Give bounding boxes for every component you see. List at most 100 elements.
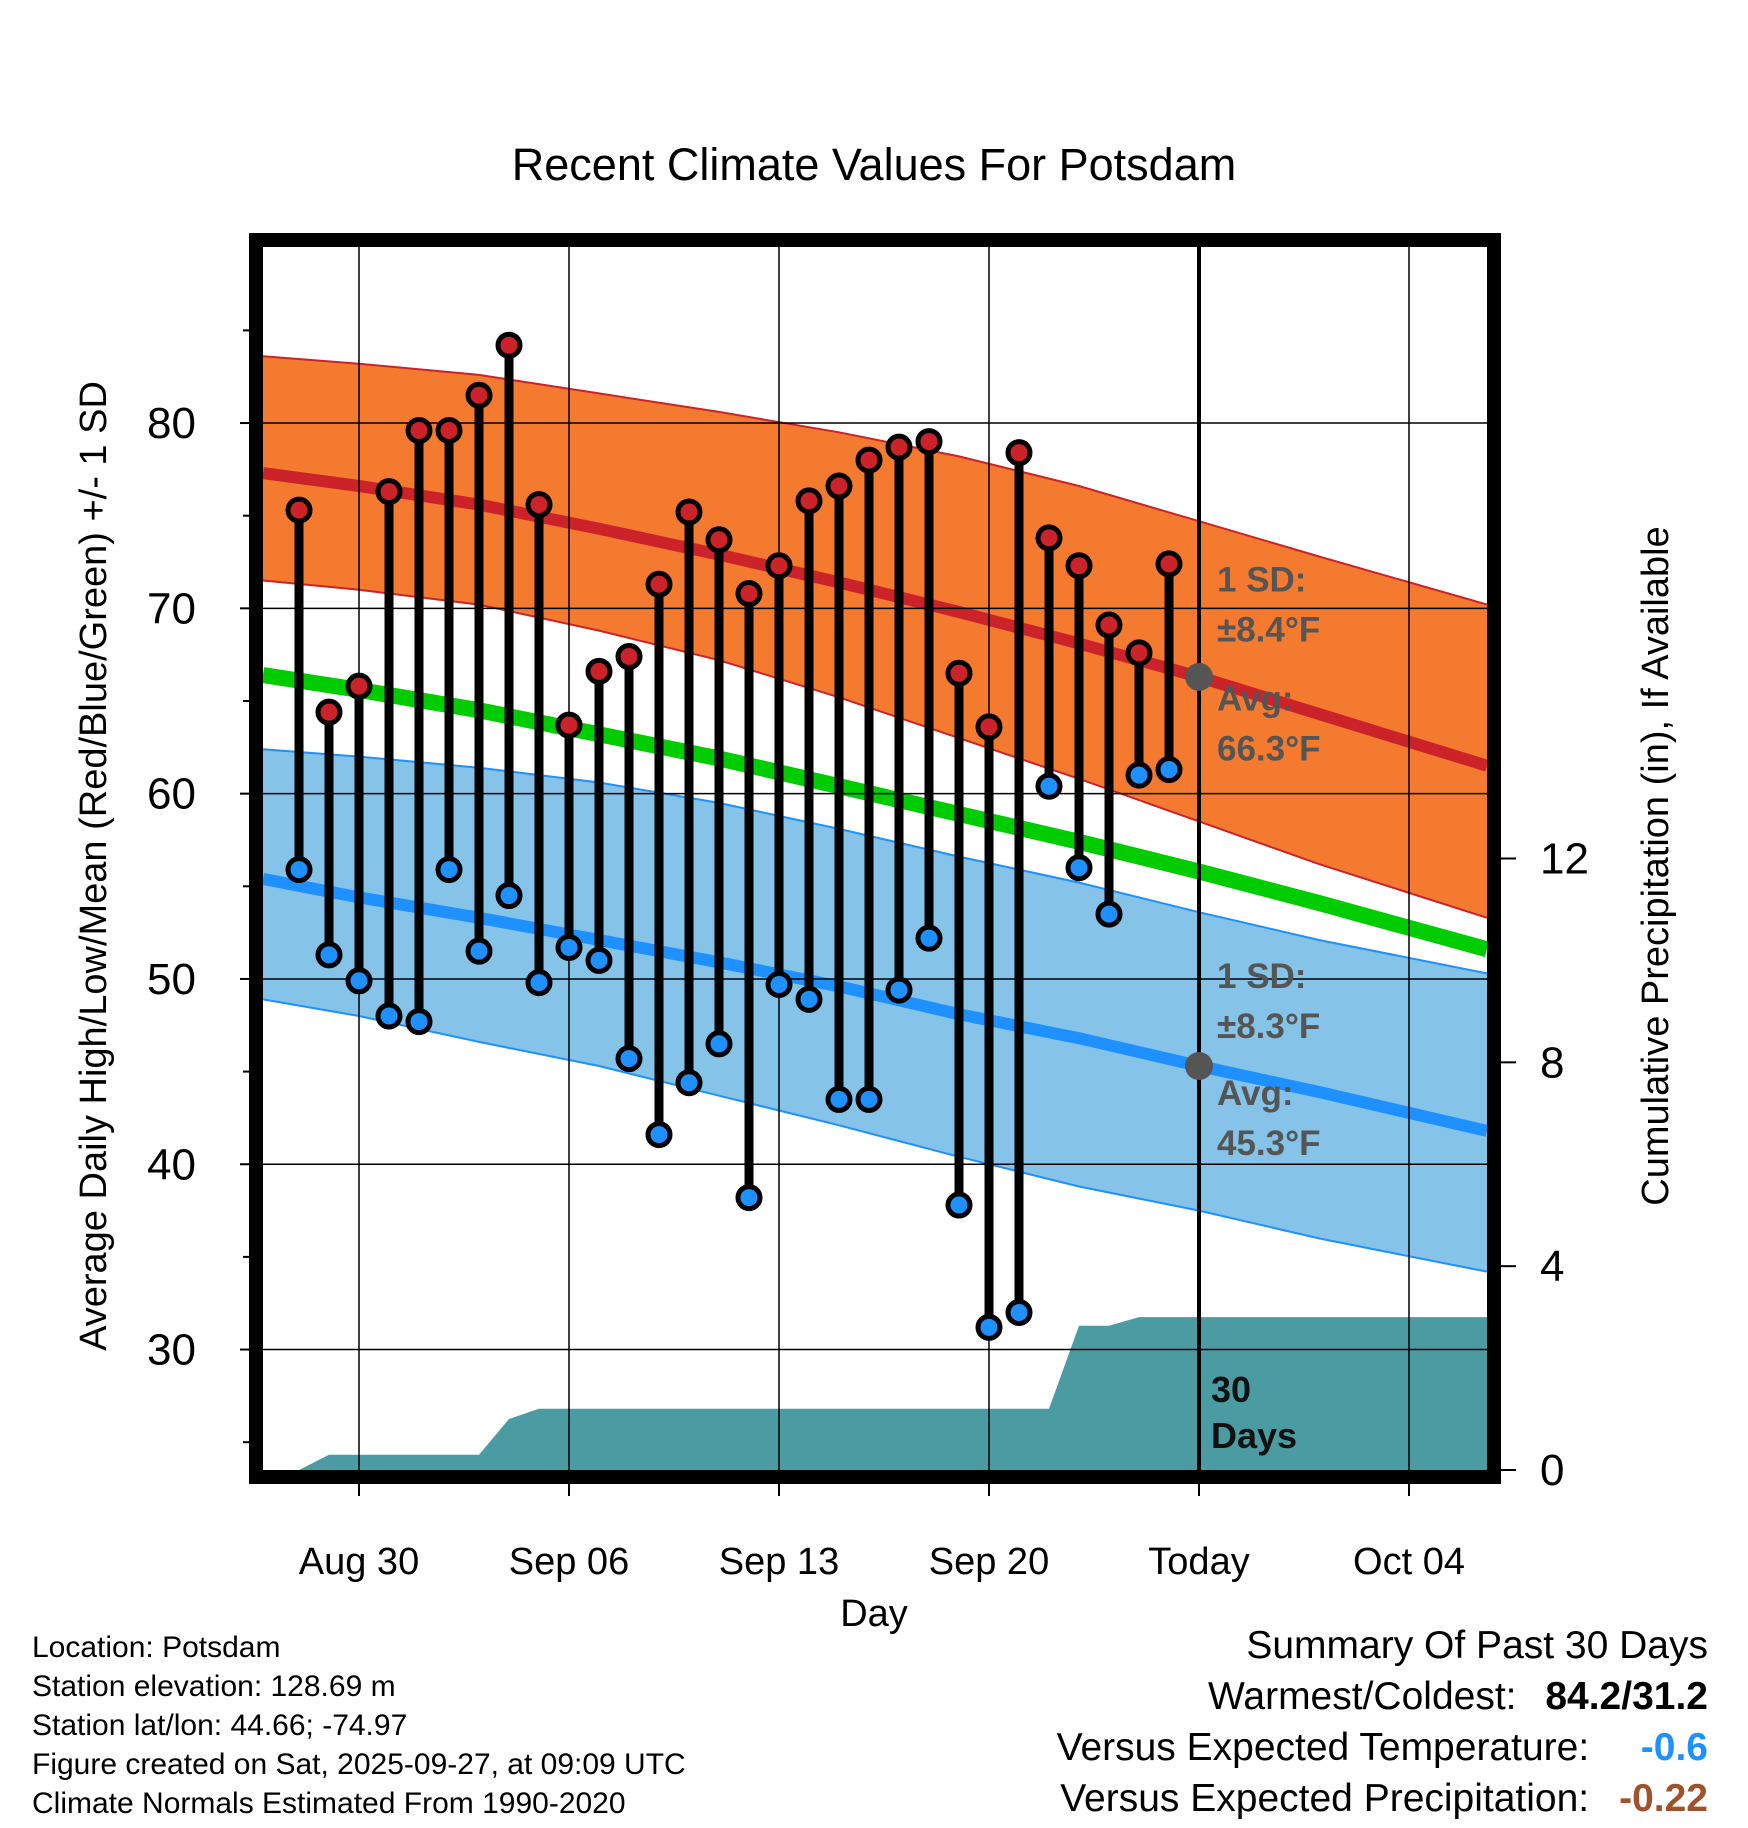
daily-low-point — [1095, 900, 1123, 928]
low-avg-value: 45.3°F — [1217, 1124, 1321, 1163]
daily-high-point — [855, 446, 883, 474]
summary-temp-row: Versus Expected Temperature: -0.6 — [1057, 1722, 1708, 1773]
daily-low-point — [855, 1085, 883, 1113]
location-text: Location: Potsdam — [32, 1631, 281, 1664]
daily-high-point — [645, 570, 673, 598]
low-avg-label: Avg: — [1217, 1074, 1293, 1113]
y2-tick-label: 12 — [1540, 835, 1589, 884]
daily-low-point — [495, 882, 523, 910]
x-tick-label: Sep 20 — [929, 1541, 1049, 1583]
daily-low-point — [1005, 1298, 1033, 1326]
daily-low-point — [915, 924, 943, 952]
daily-high-point — [315, 698, 343, 726]
daily-high-point — [975, 713, 1003, 741]
precipitation-area — [299, 1317, 1487, 1470]
summary-precip-row: Versus Expected Precipitation: -0.22 — [1057, 1773, 1708, 1824]
today-days-label-line1: 30 — [1211, 1369, 1251, 1410]
low-sd-label: 1 SD: — [1217, 957, 1306, 996]
daily-high-point — [345, 672, 373, 700]
daily-high-point — [465, 381, 493, 409]
daily-high-point — [795, 487, 823, 515]
daily-low-point — [645, 1121, 673, 1149]
x-tick-label: Aug 30 — [299, 1541, 419, 1583]
station-info: Location: Potsdam Station elevation: 128… — [32, 1628, 686, 1823]
daily-low-point — [375, 1002, 403, 1030]
daily-high-point — [705, 526, 733, 554]
summary-panel: Summary Of Past 30 Days Warmest/Coldest:… — [1057, 1620, 1708, 1824]
daily-low-point — [315, 941, 343, 969]
daily-low-point — [735, 1184, 763, 1212]
temp-value: -0.6 — [1640, 1726, 1708, 1769]
high-band-upper-edge — [263, 355, 1487, 606]
daily-low-point — [525, 969, 553, 997]
y2-tick-label: 4 — [1540, 1242, 1564, 1291]
low-band-lower-edge — [263, 998, 1487, 1273]
daily-low-point — [285, 856, 313, 884]
low-average-marker — [1185, 1052, 1213, 1081]
plot-frame — [249, 233, 1501, 1484]
daily-low-point — [1035, 772, 1063, 800]
high-sd-value: ±8.4°F — [1217, 611, 1320, 650]
high-avg-label: Avg: — [1217, 679, 1293, 718]
daily-high-point — [555, 711, 583, 739]
daily-high-point — [525, 491, 553, 519]
daily-high-point — [1125, 639, 1153, 667]
temp-label: Versus Expected Temperature: — [1056, 1726, 1590, 1769]
daily-high-point — [285, 496, 313, 524]
y2-axis-label: Cumulative Precipitation (in), If Availa… — [1635, 526, 1677, 1205]
summary-warm-cold-row: Warmest/Coldest: 84.2/31.2 — [1057, 1671, 1708, 1722]
daily-high-point — [585, 657, 613, 685]
high-avg-value: 66.3°F — [1217, 729, 1321, 768]
warm-cold-label: Warmest/Coldest: — [1208, 1675, 1517, 1718]
y-axis-label: Average Daily High/Low/Mean (Red/Blue/Gr… — [73, 381, 115, 1351]
daily-high-point — [615, 643, 643, 671]
daily-low-point — [1065, 854, 1093, 882]
daily-low-point — [435, 856, 463, 884]
daily-high-point — [435, 416, 463, 444]
daily-high-point — [945, 659, 973, 687]
y2-tick-label: 8 — [1540, 1038, 1564, 1087]
daily-low-point — [585, 946, 613, 974]
latlon-text: Station lat/lon: 44.66; -74.97 — [32, 1709, 408, 1742]
daily-low-point — [765, 971, 793, 999]
summary-heading: Summary Of Past 30 Days — [1246, 1624, 1708, 1667]
daily-low-point — [1125, 761, 1153, 789]
today-days-label-line2: Days — [1211, 1415, 1297, 1456]
daily-low-point — [675, 1069, 703, 1097]
daily-low-point — [705, 1030, 733, 1058]
daily-low-point — [1155, 756, 1183, 784]
daily-high-point — [1095, 611, 1123, 639]
daily-high-point — [675, 498, 703, 526]
daily-high-point — [405, 416, 433, 444]
daily-low-point — [945, 1191, 973, 1219]
high-sd-label: 1 SD: — [1217, 561, 1306, 600]
daily-high-point — [1035, 524, 1063, 552]
daily-low-point — [465, 937, 493, 965]
daily-low-point — [975, 1313, 1003, 1341]
daily-low-point — [795, 985, 823, 1013]
daily-high-point — [885, 433, 913, 461]
daily-high-point — [1065, 552, 1093, 580]
daily-high-point — [1005, 439, 1033, 467]
x-tick-label: Today — [1148, 1541, 1249, 1583]
x-tick-label: Oct 04 — [1353, 1541, 1465, 1583]
elevation-text: Station elevation: 128.69 m — [32, 1670, 396, 1703]
daily-high-point — [825, 472, 853, 500]
warm-cold-value: 84.2/31.2 — [1545, 1675, 1708, 1718]
y-tick-label: 60 — [147, 770, 196, 819]
x-tick-label: Sep 06 — [509, 1541, 629, 1583]
y-tick-label: 70 — [147, 584, 196, 633]
precip-value: -0.22 — [1619, 1777, 1708, 1820]
daily-high-point — [765, 552, 793, 580]
daily-low-point — [885, 976, 913, 1004]
y-tick-label: 40 — [147, 1140, 196, 1189]
daily-high-point — [735, 580, 763, 608]
daily-high-point — [495, 331, 523, 359]
created-text: Figure created on Sat, 2025-09-27, at 09… — [32, 1748, 686, 1781]
chart-title: Recent Climate Values For Potsdam — [512, 139, 1236, 190]
daily-high-point — [915, 428, 943, 456]
low-sd-value: ±8.3°F — [1217, 1007, 1320, 1046]
y2-tick-label: 0 — [1540, 1446, 1564, 1495]
x-axis-label: Day — [840, 1593, 908, 1635]
y-tick-label: 50 — [147, 955, 196, 1004]
